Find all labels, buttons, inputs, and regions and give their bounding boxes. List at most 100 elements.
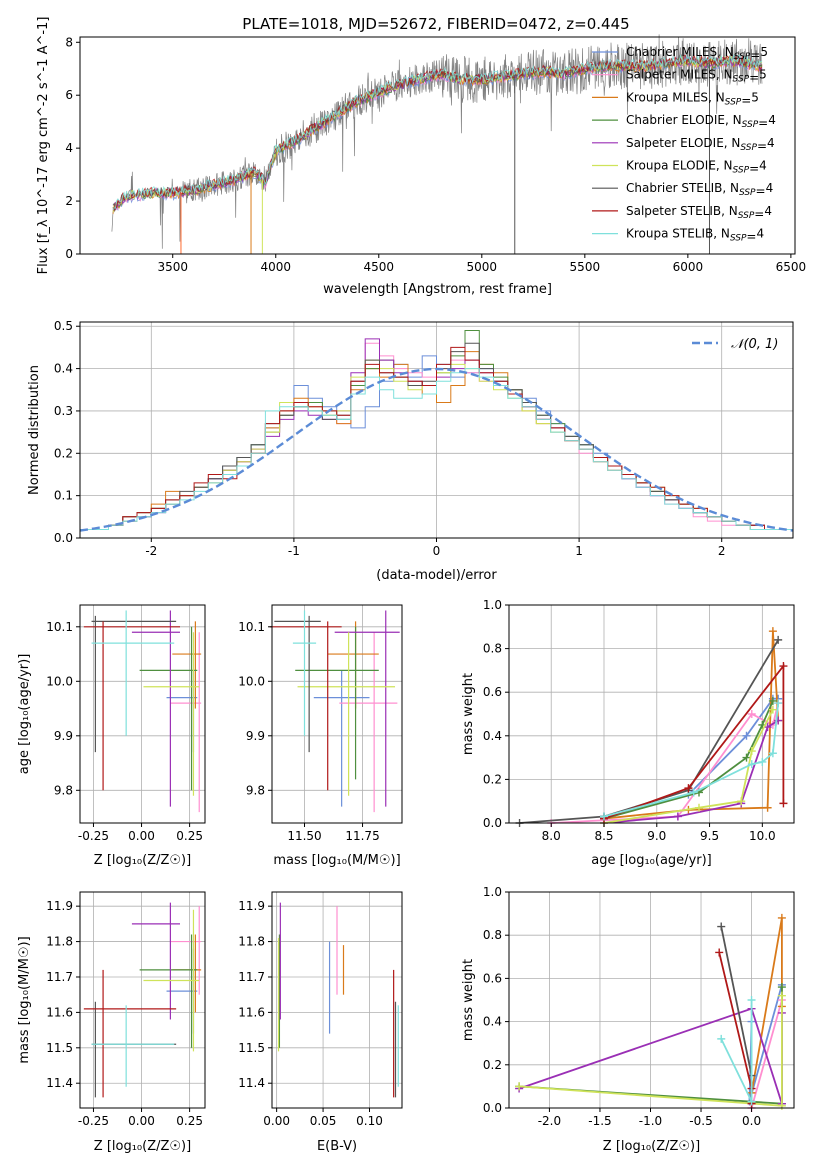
y-axis-label: Flux [f_λ 10^-17 erg cm^-2 s^-1 A^-1] — [36, 17, 51, 275]
weight-line — [603, 703, 780, 818]
y-tick-label: 1.0 — [483, 885, 502, 899]
y-axis-label: age [log₁₀(age/yr)] — [17, 654, 32, 775]
weight-marker — [600, 812, 608, 821]
x-tick-label: 1 — [575, 544, 583, 558]
legend-entry-nssp: 4 — [764, 204, 772, 218]
panel-age_vs_Z: -0.25 0.00 0.25 9.8 9.9 10.0 10.1 Z [log₁₀(Z/Z☉… — [17, 604, 206, 868]
legend-entry-eq: = — [749, 71, 759, 85]
legend-entry-eq: = — [749, 162, 759, 176]
weight-marker — [779, 662, 788, 671]
weight-marker — [747, 996, 756, 1004]
y-tick-label: 11.6 — [46, 1005, 73, 1019]
legend-entry-nssp-label: , N — [722, 181, 739, 195]
x-tick-label: 11.50 — [287, 829, 321, 843]
x-axis-label: age [log₁₀(age/yr)] — [591, 853, 712, 868]
histogram-series — [79, 368, 793, 538]
weight-marker — [774, 635, 783, 644]
y-axis-label: mass weight — [461, 673, 476, 755]
legend-entry-nssp-sub: SSP — [733, 166, 750, 176]
weight-marker — [515, 1082, 524, 1091]
y-tick-label: 10.0 — [46, 674, 73, 688]
y-tick-label: 0.8 — [483, 928, 502, 942]
weight-marker — [717, 1034, 726, 1043]
legend-entry-nssp-sub: SSP — [738, 211, 755, 221]
legend-entry: Kroupa ELODIE, NSSP=4 — [626, 159, 767, 176]
x-axis-label: E(B-V) — [317, 1139, 357, 1154]
y-tick-label: 11.7 — [238, 970, 265, 984]
x-tick-label: 5500 — [570, 260, 601, 274]
x-axis-label: (data-model)/error — [376, 568, 497, 583]
y-tick-label: 11.7 — [46, 970, 73, 984]
legend-entry: Salpeter STELIB, NSSP=4 — [626, 204, 772, 221]
y-tick-label: 11.9 — [238, 899, 265, 913]
y-tick-label: 9.9 — [246, 729, 265, 743]
legend-entry-eq: = — [750, 48, 760, 62]
legend-entry-nssp-sub: SSP — [734, 52, 751, 62]
weight-marker — [763, 803, 772, 812]
x-tick-label: 0.0 — [742, 1114, 761, 1128]
x-tick-label: 11.75 — [345, 829, 379, 843]
legend-entry-nssp-label: , N — [716, 159, 733, 173]
legend-entry-nssp-label: , N — [725, 113, 742, 127]
panel-mass_vs_Z: -0.25 0.00 0.25 11.4 11.5 11.6 11.7 11.8 11.9 Z [… — [17, 891, 206, 1154]
weight-line — [718, 952, 753, 1104]
x-tick-label: -1.0 — [639, 1114, 662, 1128]
legend-entry-nssp: 4 — [768, 113, 776, 127]
weight-marker — [742, 753, 751, 762]
x-tick-label: 2 — [718, 544, 726, 558]
axes-frame — [508, 891, 795, 1109]
weight-marker — [689, 788, 698, 797]
x-tick-label: -2 — [145, 544, 157, 558]
weight-line — [750, 917, 783, 1094]
y-tick-label: 10.0 — [238, 674, 265, 688]
legend-entry: Chabrier ELODIE, NSSP=4 — [626, 113, 776, 130]
weight-marker — [758, 757, 767, 766]
weight-marker — [715, 948, 724, 957]
weight-marker — [777, 983, 786, 992]
x-tick-label: 9.5 — [700, 829, 719, 843]
legend-entry-nssp-sub: SSP — [730, 234, 747, 244]
weight-marker — [774, 699, 783, 708]
x-tick-label: 0.00 — [128, 829, 155, 843]
legend-entry: Chabrier STELIB, NSSP=4 — [626, 181, 773, 198]
legend-entry-nssp-label: , N — [716, 68, 733, 82]
y-axis-label: mass weight — [461, 959, 476, 1041]
y-tick-label: 0.8 — [483, 642, 502, 656]
y-tick-label: 0.4 — [483, 1015, 502, 1029]
y-tick-label: 0.0 — [483, 816, 502, 830]
weight-marker — [747, 710, 756, 718]
x-axis-label: Z [log₁₀(Z/Z☉)] — [94, 853, 191, 868]
y-tick-label: 11.4 — [46, 1076, 73, 1090]
y-axis-label: mass [log₁₀(M/M☉)] — [17, 936, 32, 1063]
x-tick-label: 9.0 — [647, 829, 666, 843]
y-tick-label: 0.2 — [483, 772, 502, 786]
normal-curve — [79, 367, 794, 532]
y-tick-label: 11.8 — [46, 935, 73, 949]
x-tick-label: 8.0 — [542, 829, 561, 843]
legend-entry-eq: = — [746, 230, 756, 244]
legend-entry-nssp-label: , N — [717, 45, 734, 59]
legend-entry-nssp: 4 — [756, 227, 764, 241]
y-tick-label: 11.6 — [238, 1005, 265, 1019]
weight-marker — [777, 1101, 786, 1110]
legend-entry-name: Kroupa ELODIE — [626, 159, 716, 173]
legend-entry-eq: = — [754, 207, 764, 221]
legend-entry: 𝒩(0, 1) — [731, 337, 778, 352]
panel-weight_vs_age: 8.0 8.5 9.0 9.5 10.0 0.0 0.2 0.4 0.6 0.8 1.0 age [l… — [461, 598, 795, 868]
legend-entry-nssp-sub: SSP — [742, 120, 759, 130]
legend-entry-nssp-sub: SSP — [725, 97, 742, 107]
weight-marker — [777, 991, 786, 1000]
axes-frame — [271, 891, 403, 1109]
legend-entry-eq: = — [757, 139, 767, 153]
legend-entry-nssp-label: , N — [724, 136, 741, 150]
histogram-series — [79, 346, 793, 538]
legend-entry-name: Kroupa MILES — [626, 90, 708, 104]
x-tick-label: 0 — [433, 544, 441, 558]
x-tick-label: -0.25 — [78, 829, 109, 843]
x-axis-label: Z [log₁₀(Z/Z☉)] — [94, 1139, 191, 1154]
weight-marker — [747, 1097, 756, 1106]
legend-entry: Chabrier MILES, NSSP=5 — [626, 45, 768, 62]
x-tick-label: -1 — [288, 544, 300, 558]
weight-marker — [742, 731, 751, 740]
y-tick-label: 6 — [65, 88, 73, 102]
